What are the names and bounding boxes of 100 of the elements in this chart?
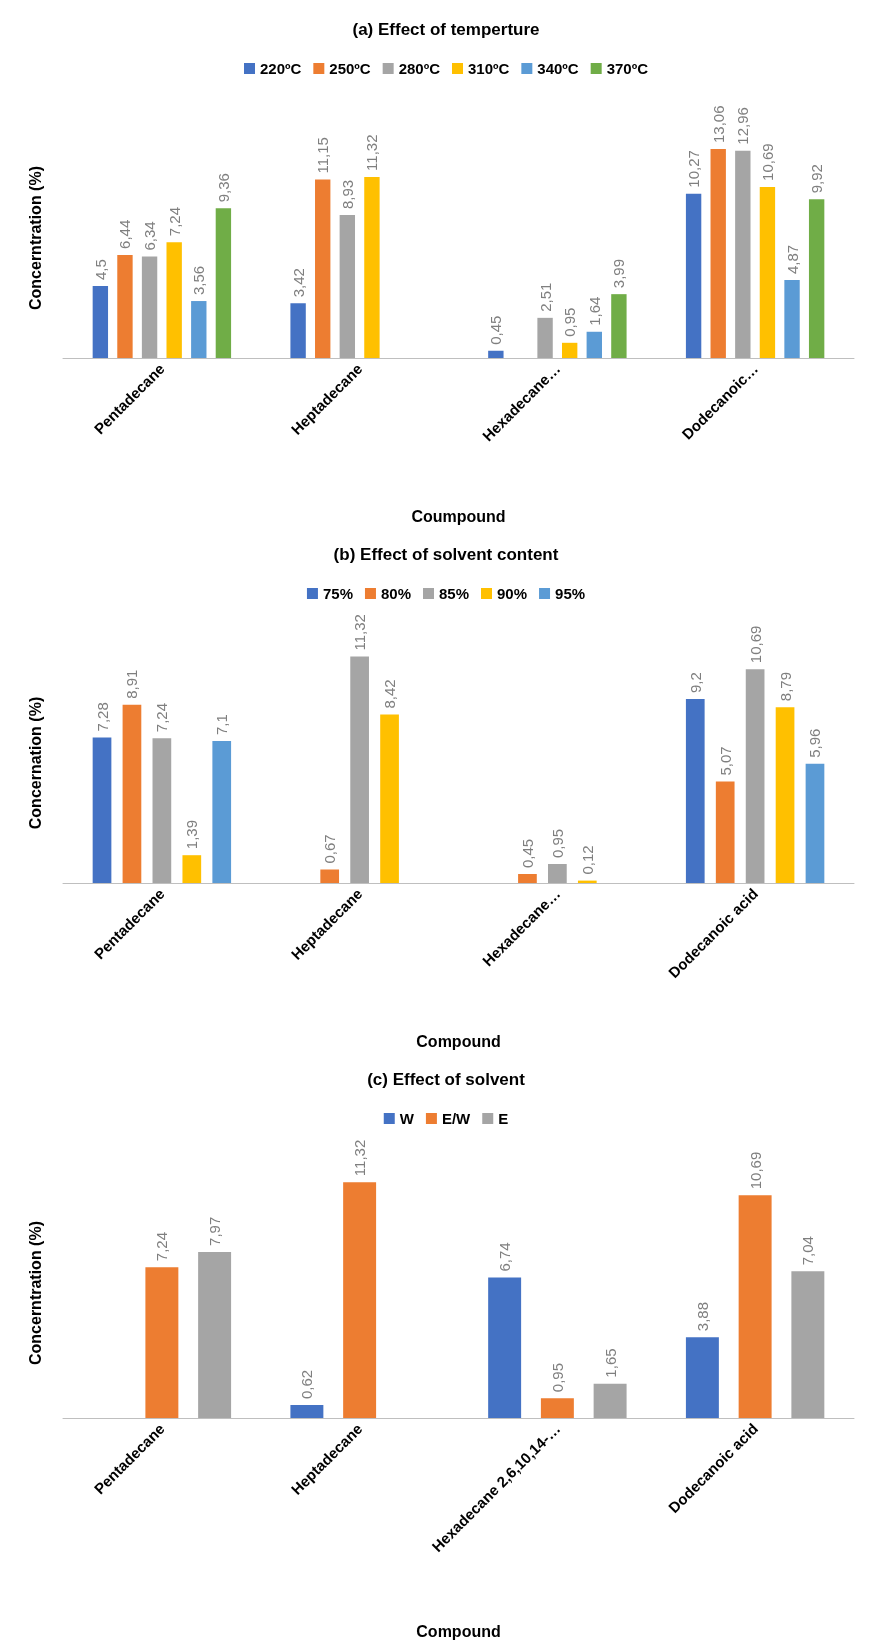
data-label: 4,5: [91, 259, 109, 280]
legend-label: 250ºC: [329, 60, 371, 77]
bar: [182, 855, 202, 883]
data-label: 10,69: [758, 143, 776, 181]
data-label: 5,96: [806, 728, 824, 758]
x-axis-title: Compound: [416, 1032, 501, 1050]
data-label: 0,45: [518, 838, 536, 868]
data-label: 11,32: [363, 134, 381, 171]
bar: [808, 199, 825, 358]
bar: [685, 193, 702, 358]
data-label: 11,32: [351, 1139, 369, 1177]
bar: [198, 1251, 232, 1418]
bar: [364, 176, 380, 358]
bar: [350, 656, 369, 883]
data-label: 7,24: [165, 206, 183, 237]
data-label: 8,91: [123, 669, 141, 699]
bar: [540, 1398, 574, 1418]
bar: [166, 242, 182, 358]
bar: [488, 1277, 522, 1418]
data-label: 10,69: [746, 625, 764, 664]
bar: [775, 707, 795, 883]
bar: [611, 294, 627, 358]
data-label: 0,95: [548, 828, 566, 858]
legend-label: E: [498, 1110, 509, 1127]
bar: [290, 1405, 324, 1418]
data-label: 1,39: [183, 820, 201, 850]
bar: [92, 286, 109, 358]
bar: [738, 1195, 772, 1418]
data-label: 6,44: [116, 219, 134, 249]
data-label: 6,74: [496, 1242, 514, 1272]
data-label: 3,99: [610, 258, 628, 289]
bar: [488, 350, 504, 358]
data-label: 8,93: [338, 179, 356, 210]
data-label: 7,1: [213, 714, 231, 735]
bar: [593, 1383, 627, 1418]
legend-label: 85%: [438, 585, 470, 602]
bar: [561, 342, 578, 358]
data-label: 1,64: [585, 296, 603, 326]
data-label: 3,42: [289, 268, 307, 298]
bar: [759, 186, 776, 358]
bar: [537, 317, 553, 358]
y-axis-title: Concernation (%): [26, 696, 44, 830]
bar: [122, 704, 142, 883]
bar: [320, 869, 340, 883]
bar: [548, 864, 567, 883]
data-label: 3,56: [190, 265, 208, 296]
data-label: 11,15: [314, 137, 332, 174]
data-label: 2,51: [536, 282, 554, 312]
x-axis-title: Compound: [416, 1622, 501, 1640]
data-label: 7,97: [206, 1216, 224, 1246]
data-label: 10,27: [685, 150, 703, 188]
legend-label: 75%: [322, 585, 353, 602]
legend-label: 280ºC: [398, 60, 441, 77]
data-label: 6,34: [141, 221, 159, 251]
data-label: 8,42: [381, 679, 399, 709]
bar: [141, 256, 158, 358]
bar: [715, 781, 735, 883]
bar: [685, 699, 705, 883]
bar: [339, 215, 356, 358]
bar: [290, 303, 306, 358]
chart-title: (a) Effect of temperture: [352, 20, 540, 39]
data-label: 7,04: [799, 1236, 817, 1266]
legend-label: 370ºC: [606, 60, 649, 77]
y-axis-title: Concerntration (%): [26, 166, 44, 310]
y-axis-title: Concerntration (%): [26, 1221, 44, 1365]
bar: [315, 179, 331, 358]
data-label: 5,07: [716, 746, 734, 776]
bar: [685, 1337, 719, 1418]
bar: [152, 738, 172, 883]
legend-label: E/W: [441, 1110, 472, 1127]
bar: [791, 1271, 825, 1418]
data-label: 9,2: [686, 672, 704, 693]
data-label: 0,67: [321, 834, 339, 864]
bar: [145, 1267, 179, 1418]
data-label: 7,28: [93, 702, 111, 732]
data-label: 7,24: [153, 1231, 171, 1262]
data-label: 13,06: [709, 105, 727, 144]
data-label: 0,95: [548, 1363, 566, 1393]
data-label: 8,79: [776, 672, 794, 702]
data-label: 0,62: [298, 1369, 316, 1400]
data-label: 4,87: [783, 244, 801, 275]
bar: [380, 714, 399, 883]
data-label: 0,45: [487, 315, 505, 345]
legend-label: 80%: [380, 585, 411, 602]
bar: [745, 669, 765, 883]
bar: [784, 280, 800, 358]
bar: [805, 763, 825, 883]
bar: [518, 874, 537, 883]
legend-label: 95%: [555, 585, 586, 602]
chart-title: (b) Effect of solvent content: [333, 545, 559, 564]
bar: [215, 208, 232, 358]
data-label: 12,96: [734, 107, 752, 145]
bar: [586, 331, 602, 358]
bar: [710, 149, 726, 358]
data-label: 1,65: [601, 1348, 619, 1378]
bar: [212, 741, 232, 883]
chart-title: (c) Effect of solvent: [367, 1070, 526, 1089]
data-label: 10,69: [746, 1151, 764, 1190]
bar: [92, 737, 112, 883]
data-label: 9,92: [808, 164, 826, 194]
